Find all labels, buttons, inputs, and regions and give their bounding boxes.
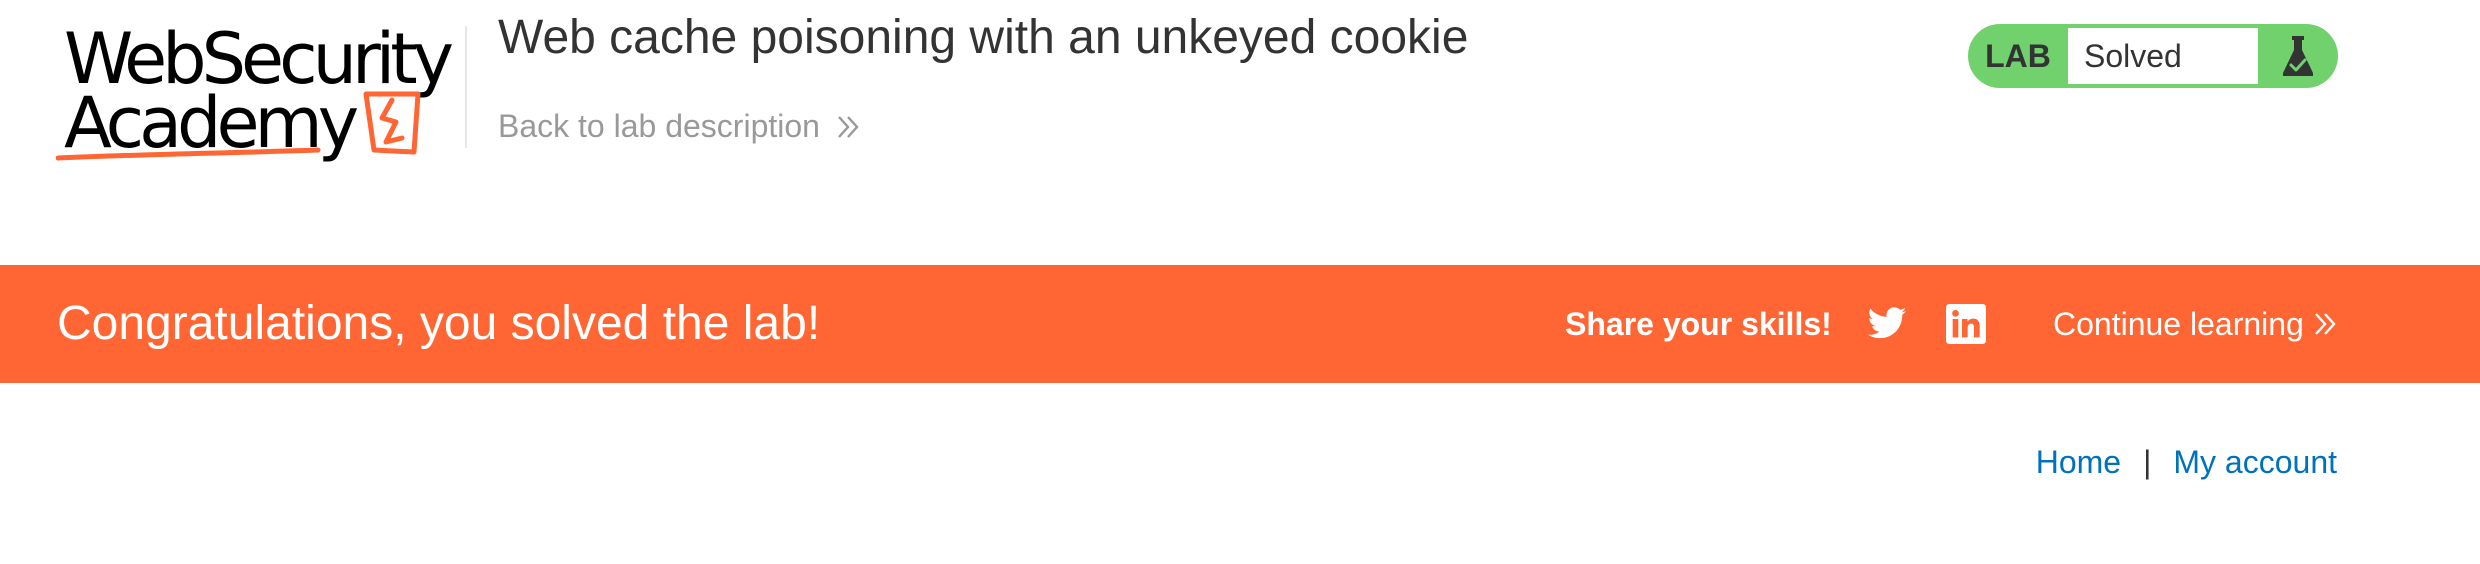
flask-check-icon	[2258, 24, 2338, 88]
double-chevron-right-icon	[838, 115, 859, 138]
nav-my-account-link[interactable]: My account	[2173, 444, 2337, 480]
back-link-label: Back to lab description	[498, 108, 820, 144]
continue-learning-link[interactable]: Continue learning	[2053, 265, 2338, 383]
header-divider	[465, 26, 467, 148]
logo-mark-icon	[56, 91, 421, 161]
continue-learning-label: Continue learning	[2053, 306, 2304, 342]
back-to-lab-description-link[interactable]: Back to lab description	[498, 108, 862, 145]
linkedin-icon[interactable]	[1946, 304, 1986, 344]
nav-home-link[interactable]: Home	[2035, 444, 2122, 480]
web-security-academy-logo[interactable]: WebSecurity Academy	[56, 22, 466, 167]
status-value: Solved	[2068, 28, 2258, 84]
top-nav: Home | My account	[2036, 444, 2337, 481]
solved-banner: Congratulations, you solved the lab! Sha…	[0, 265, 2480, 383]
banner-title: Congratulations, you solved the lab!	[57, 297, 821, 350]
lab-title: Web cache poisoning with an unkeyed cook…	[498, 11, 1469, 64]
lab-status-widget: LAB Solved	[1968, 24, 2338, 88]
twitter-icon[interactable]	[1866, 303, 1908, 345]
double-chevron-right-icon	[2314, 313, 2336, 335]
status-lab-label: LAB	[1985, 38, 2051, 74]
logo-line-websecurity: WebSecurity	[64, 18, 454, 100]
nav-separator: |	[2143, 444, 2152, 480]
logo-line-academy: Academy	[64, 82, 359, 164]
share-skills-label: Share your skills!	[1565, 306, 1832, 342]
header: WebSecurity Academy Web cache poisoning …	[0, 0, 2480, 265]
